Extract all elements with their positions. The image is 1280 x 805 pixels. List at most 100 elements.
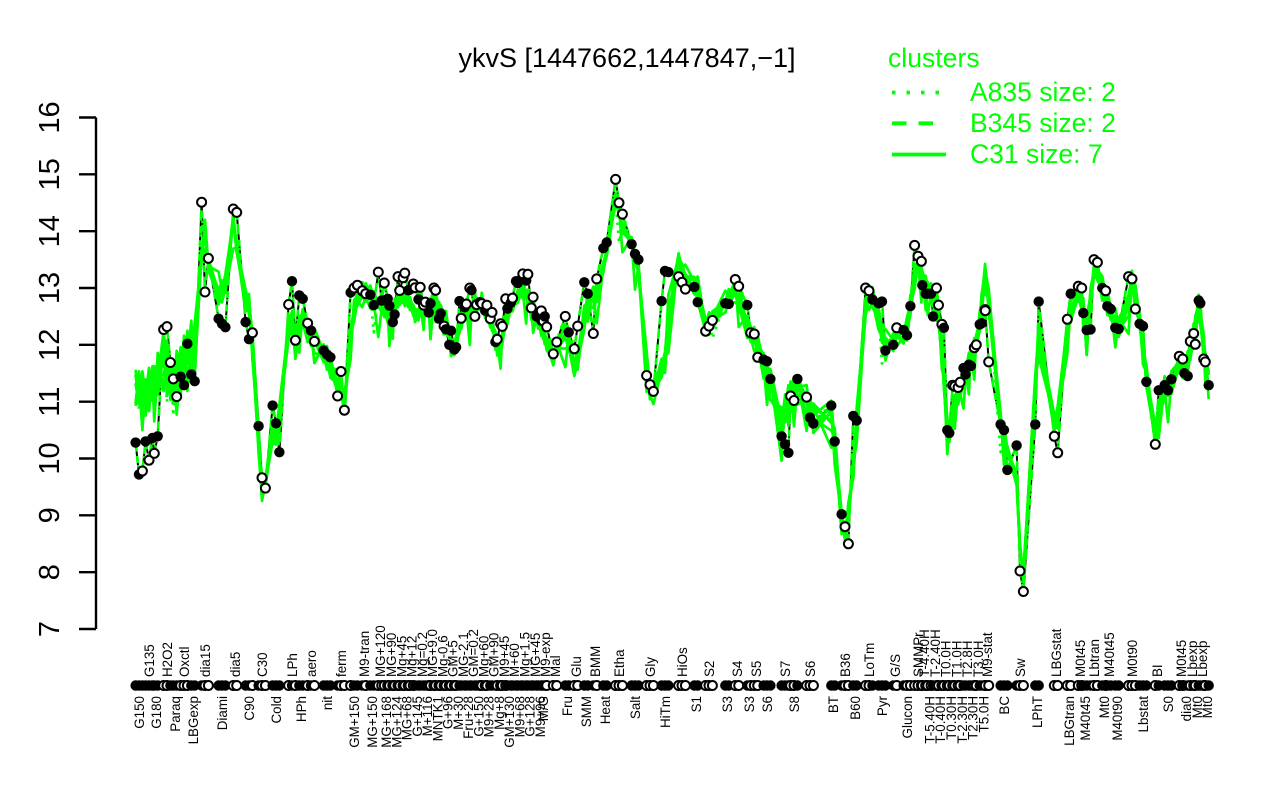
svg-text:MG+124: MG+124 (389, 695, 404, 747)
svg-text:7: 7 (34, 621, 66, 637)
svg-text:GM+150: GM+150 (347, 696, 362, 748)
svg-text:C30: C30 (255, 652, 270, 677)
svg-text:M+60: M+60 (507, 643, 522, 677)
svg-text:Lbstat: Lbstat (1136, 696, 1151, 733)
svg-text:15: 15 (34, 158, 66, 190)
svg-text:Fru+28: Fru+28 (461, 696, 476, 739)
svg-text:G+150: G+150 (471, 696, 486, 737)
svg-text:MG+68: MG+68 (400, 696, 415, 740)
svg-text:Mg-0.6: Mg-0.6 (435, 635, 450, 677)
svg-text:M0t45: M0t45 (1073, 640, 1088, 677)
svg-text:nit: nit (320, 696, 335, 710)
svg-text:M9+45: M9+45 (497, 636, 512, 677)
svg-text:C90: C90 (242, 696, 257, 721)
svg-text:T-0.40H: T-0.40H (933, 696, 948, 744)
svg-text:G135: G135 (142, 644, 157, 677)
svg-text:dia15: dia15 (198, 644, 213, 677)
svg-text:G180: G180 (149, 696, 164, 729)
svg-text:MG+150: MG+150 (365, 696, 380, 748)
svg-text:MG+9.0: MG+9.0 (425, 629, 440, 677)
svg-text:A835 size: 2: A835 size: 2 (970, 77, 1116, 107)
svg-text:Mg+12: Mg+12 (405, 636, 420, 677)
svg-text:H2O2: H2O2 (160, 642, 175, 677)
svg-text:MNTK1: MNTK1 (430, 696, 445, 741)
svg-text:BI: BI (1150, 664, 1165, 677)
svg-text:S3: S3 (742, 696, 757, 712)
svg-text:GM+90: GM+90 (487, 633, 502, 677)
svg-text:C31 size: 7: C31 size: 7 (970, 139, 1103, 169)
svg-text:M9+68: M9+68 (512, 696, 527, 737)
svg-text:T-4.40H: T-4.40H (917, 629, 932, 677)
svg-text:G+128: G+128 (523, 696, 538, 737)
svg-text:Mt0: Mt0 (1200, 696, 1215, 718)
svg-text:M/G: M/G (536, 696, 551, 721)
svg-text:Mg+8: Mg+8 (492, 696, 507, 730)
svg-text:T5.0H: T5.0H (976, 696, 991, 732)
svg-text:GM+5: GM+5 (446, 640, 461, 677)
svg-text:M9+28: M9+28 (482, 696, 497, 737)
svg-text:BMM: BMM (588, 646, 603, 677)
svg-text:Mt0: Mt0 (1190, 696, 1205, 718)
svg-text:Gly: Gly (643, 657, 658, 677)
svg-text:BT: BT (826, 696, 841, 713)
svg-text:Mg+1.5: Mg+1.5 (518, 632, 533, 677)
svg-text:T-5.40H: T-5.40H (922, 696, 937, 744)
svg-text:LPh: LPh (285, 653, 300, 677)
svg-text:clusters: clusters (888, 43, 980, 73)
svg-text:MG+90: MG+90 (384, 633, 399, 677)
svg-text:G+96: G+96 (441, 696, 456, 729)
svg-text:T1.0H: T1.0H (949, 641, 964, 677)
svg-text:dia0: dia0 (1179, 696, 1194, 721)
svg-text:GM=0.2: GM=0.2 (466, 629, 481, 677)
svg-text:S5: S5 (749, 661, 764, 677)
svg-text:Glucon: Glucon (900, 696, 915, 738)
svg-text:S6: S6 (803, 661, 818, 677)
svg-text:G150: G150 (132, 696, 147, 729)
svg-text:Mal: Mal (548, 655, 563, 677)
svg-text:T0.0H: T0.0H (939, 641, 954, 677)
svg-text:10: 10 (34, 442, 66, 474)
svg-text:Mg+60: Mg+60 (477, 636, 492, 677)
svg-text:aero: aero (304, 650, 319, 677)
svg-text:B60: B60 (848, 696, 863, 720)
svg-text:T2.30H: T2.30H (966, 696, 981, 740)
svg-text:S8: S8 (787, 696, 802, 712)
svg-text:Lbtran: Lbtran (1087, 639, 1102, 677)
svg-text:Diami: Diami (215, 696, 230, 730)
svg-text:LBGexp: LBGexp (186, 696, 201, 744)
svg-text:Mg+45: Mg+45 (394, 636, 409, 677)
svg-text:Sw: Sw (1013, 658, 1028, 677)
svg-text:M9-exp: M9-exp (538, 632, 553, 677)
svg-text:G/S: G/S (888, 654, 903, 677)
svg-text:S6: S6 (760, 696, 775, 712)
svg-text:SMM: SMM (579, 696, 594, 727)
svg-text:8: 8 (34, 564, 66, 580)
svg-text:12: 12 (34, 329, 66, 361)
svg-text:M9+96: M9+96 (533, 696, 548, 737)
svg-text:M40t45: M40t45 (1102, 632, 1117, 677)
svg-text:T2.8H: T2.8H (960, 641, 975, 677)
svg-text:16: 16 (34, 101, 66, 133)
svg-text:Etha: Etha (612, 649, 627, 677)
svg-text:S1: S1 (689, 696, 704, 712)
svg-text:11: 11 (34, 387, 66, 417)
svg-text:Paraq: Paraq (168, 696, 183, 732)
svg-text:S4: S4 (730, 660, 745, 677)
svg-text:M0t45: M0t45 (1174, 640, 1189, 677)
svg-text:M9-tran: M9-tran (357, 631, 372, 677)
svg-text:T-2.40H: T-2.40H (928, 629, 943, 677)
svg-text:Mt0: Mt0 (1097, 696, 1112, 718)
svg-text:MG+120: MG+120 (373, 625, 388, 677)
svg-text:LoTm: LoTm (862, 643, 877, 677)
svg-text:Glu: Glu (569, 656, 584, 677)
svg-text:MG+45: MG+45 (528, 633, 543, 677)
svg-text:Cold: Cold (269, 696, 284, 724)
svg-text:MG+168: MG+168 (379, 696, 394, 748)
svg-text:Fru: Fru (560, 696, 575, 716)
svg-text:Salt: Salt (628, 696, 643, 719)
svg-text:M0t90: M0t90 (1125, 640, 1140, 677)
svg-text:Heat: Heat (598, 696, 613, 725)
svg-text:M40t90: M40t90 (1110, 696, 1125, 741)
svg-text:T0.30H: T0.30H (944, 696, 959, 740)
svg-text:BC: BC (997, 696, 1012, 715)
